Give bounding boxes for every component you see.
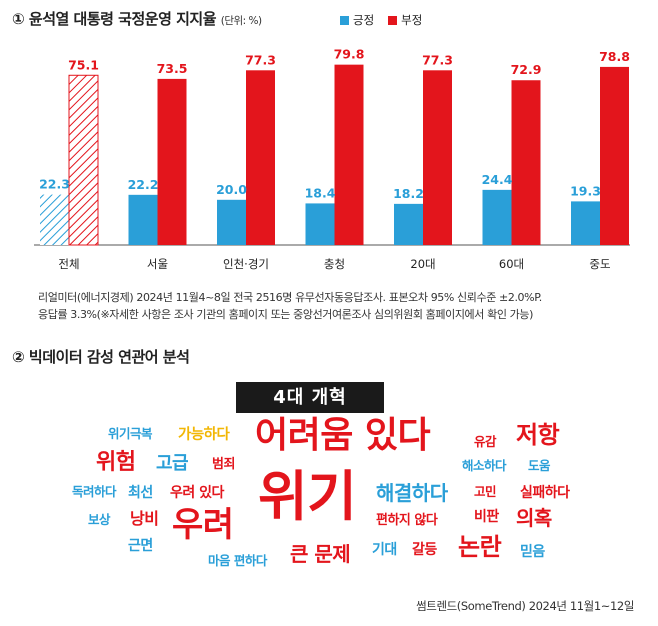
cloud-word: 해결하다 xyxy=(376,481,448,505)
survey-note-line-2: 응답률 3.3%(※자세한 사항은 조사 기관의 홈페이지 또는 중앙선거여론조… xyxy=(38,308,533,321)
cloud-word: 위기 xyxy=(258,465,357,528)
value-label-negative-6: 78.8 xyxy=(599,49,630,64)
legend-swatch-negative xyxy=(388,15,398,25)
bar-positive-1 xyxy=(128,194,158,245)
cloud-word: 보상 xyxy=(88,512,111,527)
cloud-word: 고급 xyxy=(156,453,189,474)
cloud-word: 도움 xyxy=(528,458,551,473)
bar-negative-1 xyxy=(157,78,187,245)
category-label-5: 60대 xyxy=(499,257,524,271)
cloud-word: 고민 xyxy=(474,484,497,499)
cloud-word: 실패하다 xyxy=(520,485,570,501)
bar-positive-5 xyxy=(482,189,512,245)
legend-swatch-positive xyxy=(340,15,349,25)
bar-chart: 22.3 75.1 전체 22.2 73.5 서울 20.0 77.3 인천·경기 18.4 79.… xyxy=(34,47,630,271)
source-credit: 썸트렌드(SomeTrend) 2024년 11월1~12일 xyxy=(416,599,634,613)
category-label-0: 전체 xyxy=(58,257,79,271)
value-label-negative-0: 75.1 xyxy=(68,57,99,72)
bar-negative-4 xyxy=(423,70,452,245)
bar-negative-6 xyxy=(600,66,629,245)
value-label-positive-1: 22.2 xyxy=(128,177,159,192)
cloud-word: 가능하다 xyxy=(178,427,230,443)
category-label-3: 충청 xyxy=(324,257,345,271)
bar-negative-0 xyxy=(68,74,99,246)
value-label-negative-2: 77.3 xyxy=(245,52,276,67)
value-label-negative-4: 77.3 xyxy=(422,52,453,67)
bar-negative-5 xyxy=(511,80,541,245)
bar-positive-2 xyxy=(217,199,246,245)
value-label-positive-3: 18.4 xyxy=(305,185,336,200)
cloud-word: 저항 xyxy=(516,421,560,449)
cloud-word: 마음 편하다 xyxy=(208,553,267,568)
legend-label-negative: 부정 xyxy=(401,13,423,27)
bar-positive-0 xyxy=(40,194,69,245)
value-label-positive-2: 20.0 xyxy=(216,182,247,197)
category-label-1: 서울 xyxy=(147,257,168,271)
category-label-6: 중도 xyxy=(589,257,610,271)
cloud-word: 어려움 있다 xyxy=(255,415,431,456)
value-label-positive-0: 22.3 xyxy=(39,177,70,192)
chart-title: ① 윤석열 대통령 국정운영 지지율 (단위: %) xyxy=(12,8,262,29)
cloud-word: 위험 xyxy=(96,450,136,475)
legend-label-positive: 긍정 xyxy=(353,13,375,27)
value-label-positive-5: 24.4 xyxy=(482,172,513,187)
bar-positive-3 xyxy=(305,203,335,245)
cloud-word: 낭비 xyxy=(130,509,159,528)
cloud-word: 기대 xyxy=(372,542,397,558)
cloud-word: 독려하다 xyxy=(72,484,117,499)
cloud-word: 우려 xyxy=(172,505,234,545)
cloud-word: 믿음 xyxy=(520,544,545,560)
cloud-word: 비판 xyxy=(474,509,499,525)
value-label-positive-6: 19.3 xyxy=(570,183,601,198)
cloud-word: 범죄 xyxy=(212,457,235,472)
cloud-word: 논란 xyxy=(458,533,502,561)
value-label-positive-4: 18.2 xyxy=(393,186,424,201)
category-label-4: 20대 xyxy=(410,257,435,271)
cloud-word: 해소하다 xyxy=(462,458,507,473)
bar-positive-6 xyxy=(571,201,600,245)
survey-note-line-1: 리얼미터(에너지경제) 2024년 11월4~8일 전국 2516명 유무선자동… xyxy=(38,291,542,304)
bar-positive-4 xyxy=(394,203,423,245)
value-label-negative-3: 79.8 xyxy=(334,47,365,62)
legend-item-negative: 부정 xyxy=(388,12,422,28)
cloud-word: 의혹 xyxy=(516,506,552,530)
value-label-negative-1: 73.5 xyxy=(157,61,188,76)
cloud-word: 근면 xyxy=(128,538,153,554)
keyword-heading: 4대 개혁 xyxy=(236,382,384,413)
cloud-word: 위기극복 xyxy=(108,426,153,441)
cloud-word: 갈등 xyxy=(412,542,437,558)
cloud-word: 유감 xyxy=(474,434,497,449)
cloud-word: 편하지 않다 xyxy=(376,513,438,528)
cloud-word: 우려 있다 xyxy=(170,485,224,501)
legend-item-positive: 긍정 xyxy=(340,12,374,28)
chart-title-text: ① 윤석열 대통령 국정운영 지지율 xyxy=(12,10,217,28)
cloud-word: 최선 xyxy=(128,485,153,501)
bar-negative-2 xyxy=(246,70,275,245)
unit-label: (단위: %) xyxy=(220,15,262,27)
chart-legend: 긍정 부정 xyxy=(340,12,436,28)
bar-negative-3 xyxy=(334,64,364,245)
section-2-title: ② 빅데이터 감성 연관어 분석 xyxy=(12,348,190,366)
value-label-negative-5: 72.9 xyxy=(511,62,542,77)
cloud-word: 큰 문제 xyxy=(290,542,351,566)
category-label-2: 인천·경기 xyxy=(223,257,269,271)
